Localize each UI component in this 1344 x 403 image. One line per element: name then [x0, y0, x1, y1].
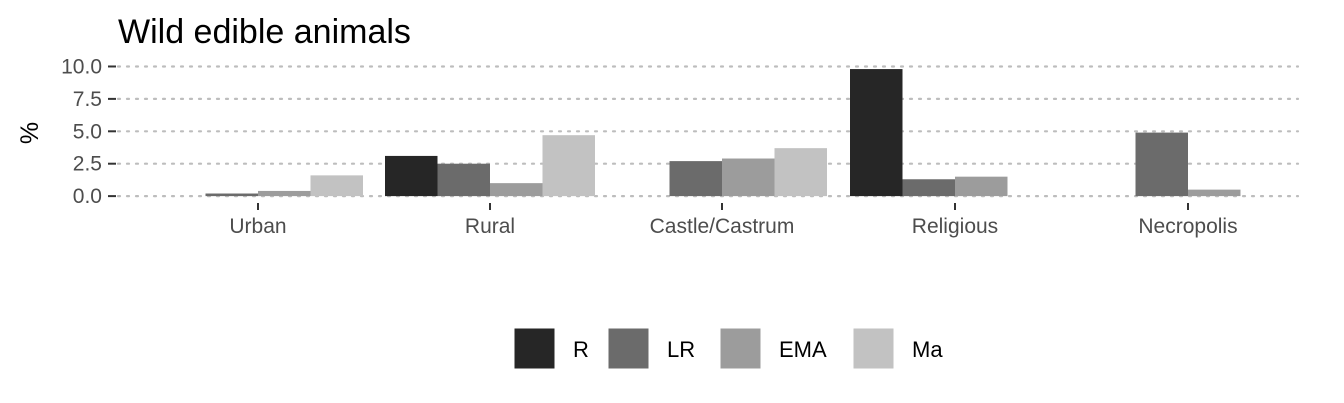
legend-label-ma: Ma — [912, 337, 943, 362]
legend-key-ema — [719, 327, 762, 370]
bar-lr-3 — [902, 179, 955, 197]
x-tick-label: Castle/Castrum — [650, 215, 795, 238]
x-tick-label: Urban — [229, 215, 286, 238]
x-tick-label: Religious — [912, 215, 998, 238]
bar-lr-4 — [1135, 132, 1188, 197]
y-tick-label: 5.0 — [73, 120, 102, 143]
legend-key-lr — [607, 327, 650, 370]
x-tick-label: Necropolis — [1138, 215, 1237, 238]
x-tick-label: Rural — [465, 215, 515, 238]
bar-ema-3 — [955, 176, 1008, 197]
legend-label-ema: EMA — [779, 337, 827, 362]
bar-lr-2 — [669, 161, 722, 197]
legend-label-r: R — [573, 337, 589, 362]
bar-ema-1 — [490, 183, 543, 197]
y-axis: 0.0 2.5 5.0 7.5 10.0 — [61, 55, 116, 208]
x-axis: Urban Rural Castle/Castrum Religious Necropo… — [229, 203, 1238, 238]
bar-ema-0 — [258, 190, 311, 197]
bar-r-3 — [850, 69, 903, 197]
bar-lr-1 — [437, 163, 490, 197]
bars — [205, 69, 1241, 197]
bar-r-1 — [385, 155, 438, 197]
bar-ema-2 — [722, 158, 775, 197]
chart-title: Wild edible animals — [118, 13, 411, 51]
legend-key-ma — [852, 327, 895, 370]
legend: R LR EMA Ma — [513, 327, 943, 370]
legend-key-r — [513, 327, 556, 370]
legend-label-lr: LR — [667, 337, 695, 362]
y-tick-label: 2.5 — [73, 153, 102, 176]
bar-ma-0 — [310, 175, 363, 197]
bar-ma-1 — [542, 135, 595, 197]
y-tick-label: 7.5 — [73, 88, 102, 111]
bar-ma-2 — [774, 148, 827, 197]
bar-lr-0 — [205, 193, 258, 197]
y-tick-label: 0.0 — [73, 185, 102, 208]
y-tick-label: 10.0 — [61, 55, 102, 78]
gridlines — [116, 65, 1300, 198]
y-axis-title: % — [16, 122, 44, 144]
bar-ema-4 — [1188, 189, 1241, 197]
